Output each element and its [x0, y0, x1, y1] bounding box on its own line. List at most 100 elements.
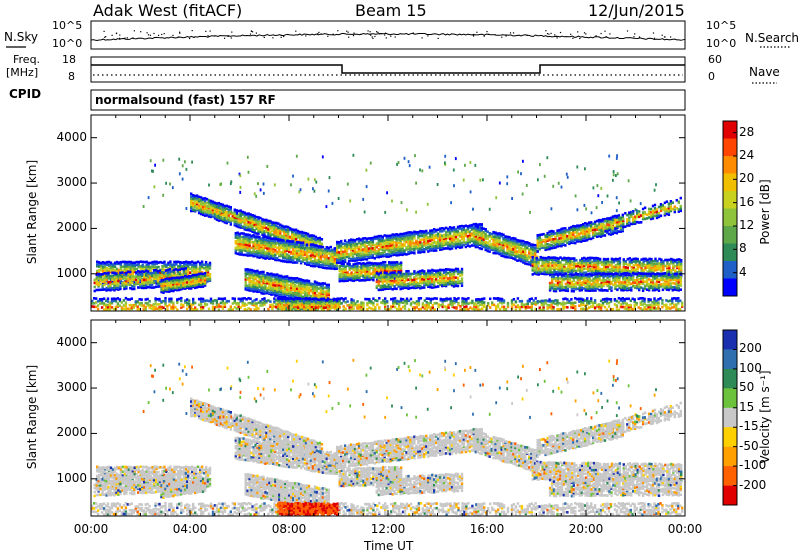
power-cell [278, 278, 281, 282]
power-cell [338, 267, 341, 270]
noise-search-dot [263, 36, 265, 38]
power-cell [259, 220, 262, 223]
power-cell [297, 245, 301, 249]
power-cell [387, 244, 390, 248]
power-cell [137, 273, 140, 276]
power-cell [153, 265, 156, 268]
power-cell [290, 246, 293, 249]
power-cell [199, 281, 203, 284]
power-cell [355, 242, 359, 246]
power-cell [371, 240, 375, 244]
power-cell [331, 260, 334, 264]
power-cell [260, 237, 263, 240]
power-cell [190, 195, 193, 198]
power-cell [115, 262, 119, 266]
power-cell [272, 285, 275, 288]
power-cell [264, 242, 267, 245]
power-cell [363, 245, 367, 248]
power-cell [276, 292, 279, 295]
power-cell [274, 294, 277, 297]
power-cell [288, 254, 291, 258]
power-cell [254, 289, 257, 293]
power-cell [270, 247, 273, 250]
power-cell [318, 240, 322, 244]
power-cell [244, 272, 247, 275]
power-cell [368, 261, 371, 265]
power-cell [133, 284, 136, 288]
power-cell [441, 244, 444, 247]
power-cell [203, 280, 207, 284]
power-cell [456, 245, 460, 248]
power-cell [302, 231, 306, 235]
power-cell [290, 256, 293, 259]
power-cell [150, 286, 154, 289]
power-cell [407, 247, 410, 251]
power-cell [298, 230, 302, 234]
power-cell [180, 276, 183, 279]
power-cell [321, 282, 325, 285]
power-cell [256, 247, 259, 250]
power-cell [391, 250, 394, 253]
power-cell [270, 243, 273, 246]
power-cell [199, 278, 203, 282]
power-cell [178, 288, 181, 292]
power-cell [258, 288, 261, 292]
power-cell [246, 241, 249, 245]
power-cell [257, 232, 260, 235]
power-cell [376, 274, 379, 277]
noise-search-dot [505, 35, 507, 37]
power-cell [206, 273, 210, 277]
power-cell [338, 251, 341, 254]
power-cell [162, 284, 165, 288]
power-cell [264, 283, 267, 287]
power-cell [287, 230, 290, 234]
power-cell [319, 257, 323, 261]
power-cell [311, 243, 315, 246]
power-cell [268, 272, 271, 276]
power-cell [360, 271, 363, 274]
noise-search-dot [161, 33, 163, 36]
power-cell [111, 276, 114, 280]
power-cell [119, 260, 123, 264]
power-cell [381, 254, 384, 258]
power-cell [359, 254, 363, 258]
power-cell [182, 271, 185, 275]
power-cell [223, 212, 227, 216]
power-cell [472, 244, 475, 247]
power-cell [439, 244, 442, 247]
power-cell [125, 287, 128, 290]
power-cell [297, 289, 301, 293]
power-cell [248, 283, 251, 286]
power-cell [391, 243, 394, 247]
power-cell [363, 237, 367, 240]
power-cell [244, 274, 247, 277]
power-cell [192, 201, 195, 205]
power-cell [125, 271, 128, 275]
power-cell [270, 237, 273, 241]
power-cell [364, 268, 367, 272]
power-cell [168, 277, 171, 281]
power-cell [347, 243, 351, 247]
power-cell [247, 212, 250, 215]
power-cell [413, 245, 416, 248]
power-cell [311, 289, 315, 292]
power-cell [419, 231, 422, 235]
power-cell [235, 224, 238, 228]
power-cell [458, 239, 462, 243]
power-cell [343, 242, 347, 245]
power-cell [293, 228, 296, 232]
power-cell [266, 239, 269, 242]
power-cell [454, 240, 458, 244]
power-cell [101, 269, 105, 273]
power-cell [113, 271, 116, 275]
power-cell [444, 233, 448, 236]
power-cell [270, 287, 273, 290]
power-cell [349, 243, 353, 247]
power-cell [323, 247, 327, 251]
power-cell [336, 249, 339, 252]
power-cell [96, 269, 99, 273]
power-cell [338, 241, 341, 244]
power-cell [466, 242, 470, 245]
power-cell [272, 245, 275, 249]
power-cell [278, 240, 281, 244]
